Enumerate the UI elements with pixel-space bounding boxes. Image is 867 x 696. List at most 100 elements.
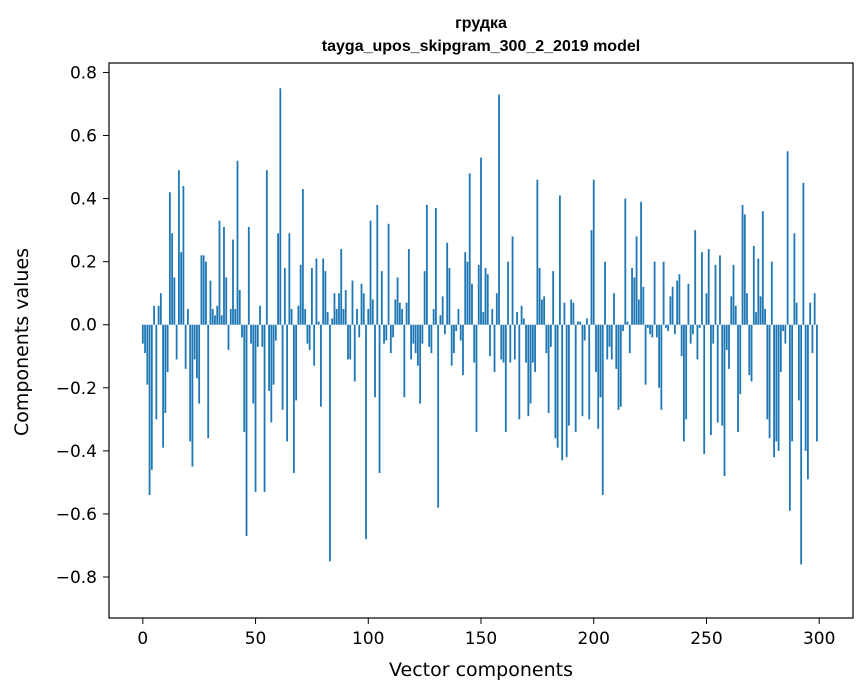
bar-component-214: [624, 198, 627, 325]
bar-component-91: [347, 324, 349, 360]
bar-component-198: [588, 324, 591, 420]
bar-component-242: [687, 283, 690, 325]
bar-component-139: [455, 324, 458, 332]
bar-component-82: [326, 312, 329, 325]
bar-component-110: [389, 324, 392, 354]
bar-component-72: [304, 308, 307, 325]
bar-component-211: [617, 324, 620, 410]
bar-component-289: [793, 233, 796, 325]
bar-component-282: [777, 324, 780, 451]
bar-component-20: [187, 308, 189, 325]
bar-component-285: [784, 324, 787, 344]
bar-component-166: [516, 312, 518, 325]
bar-component-117: [405, 302, 408, 325]
bar-component-65: [288, 233, 291, 325]
bar-component-43: [238, 290, 241, 325]
bar-component-13: [171, 233, 174, 325]
bar-component-263: [734, 305, 737, 325]
bar-component-89: [342, 308, 345, 325]
bar-component-162: [507, 261, 509, 325]
bar-component-94: [353, 324, 356, 382]
bar-component-104: [376, 204, 379, 325]
bar-component-146: [471, 283, 473, 325]
bar-component-270: [750, 324, 753, 382]
bar-component-230: [660, 324, 663, 410]
bar-component-29: [207, 324, 210, 439]
bar-component-14: [173, 277, 176, 325]
bar-component-200: [592, 179, 595, 325]
bar-component-264: [737, 324, 739, 432]
bar-component-280: [773, 324, 775, 458]
bar-component-60: [277, 233, 279, 325]
bar-component-58: [272, 324, 275, 385]
bar-component-56: [268, 324, 270, 391]
bar-component-277: [766, 324, 769, 420]
y-tick-label: 0.4: [70, 190, 97, 210]
bar-component-88: [340, 249, 343, 325]
x-tick-label: 150: [465, 629, 497, 649]
bar-component-0: [141, 324, 144, 344]
bar-component-210: [615, 324, 618, 369]
bar-component-126: [425, 204, 428, 325]
bar-component-213: [622, 324, 624, 332]
bar-component-64: [286, 324, 289, 442]
bar-component-231: [662, 261, 665, 325]
bar-component-240: [683, 324, 685, 442]
bar-component-31: [211, 308, 214, 325]
plot-area-frame: [108, 62, 854, 619]
bar-component-25: [198, 324, 201, 404]
bar-component-142: [462, 324, 464, 376]
bar-component-295: [807, 324, 809, 480]
bar-component-123: [419, 324, 422, 404]
bar-component-237: [676, 280, 679, 325]
y-axis: −0.8 −0.6 −0.4 −0.2 0.0 0.2 0.4 0.6 0.8: [56, 63, 109, 588]
bar-component-9: [162, 324, 165, 448]
bar-component-106: [380, 271, 383, 325]
bar-component-153: [486, 274, 489, 325]
bar-component-53: [261, 324, 264, 347]
bar-component-63: [283, 267, 286, 325]
bar-component-199: [590, 230, 593, 325]
bar-component-18: [182, 185, 185, 325]
bar-component-120: [412, 324, 415, 344]
bar-component-131: [437, 324, 440, 508]
bar-component-35: [220, 315, 223, 325]
bar-component-288: [791, 324, 794, 442]
bar-component-168: [520, 305, 523, 325]
bar-component-44: [241, 324, 243, 338]
bar-component-134: [444, 324, 446, 335]
bar-component-253: [712, 324, 715, 344]
bar-component-129: [432, 308, 435, 325]
bar-component-86: [335, 308, 338, 325]
bar-component-47: [247, 226, 250, 325]
bar-component-216: [628, 324, 631, 354]
bar-component-227: [653, 261, 656, 325]
bar-component-34: [218, 220, 221, 325]
bar-component-107: [383, 324, 385, 344]
bar-component-287: [788, 324, 791, 511]
bar-component-26: [200, 255, 203, 325]
bar-component-68: [295, 324, 298, 401]
bar-component-215: [626, 321, 629, 325]
bar-component-165: [513, 324, 516, 360]
bar-component-223: [644, 324, 647, 385]
bar-component-112: [394, 299, 397, 325]
bar-component-37: [225, 277, 228, 325]
bar-component-51: [256, 324, 259, 347]
bar-component-102: [371, 299, 374, 325]
bar-component-149: [477, 264, 480, 325]
bar-component-164: [511, 236, 514, 325]
bar-component-188: [565, 324, 568, 458]
bar-component-38: [227, 324, 230, 350]
bar-component-108: [385, 324, 388, 341]
bar-component-6: [155, 324, 158, 420]
bar-component-130: [435, 208, 437, 325]
x-tick-label: 50: [245, 629, 267, 649]
bar-component-234: [669, 296, 672, 325]
chart-title-line2: tayga_upos_skipgram_300_2_2019 model: [322, 38, 640, 55]
bar-component-218: [633, 277, 636, 325]
bar-component-297: [811, 324, 814, 354]
bar-component-163: [509, 324, 512, 363]
bar-component-80: [322, 258, 325, 325]
bar-component-175: [536, 179, 539, 325]
